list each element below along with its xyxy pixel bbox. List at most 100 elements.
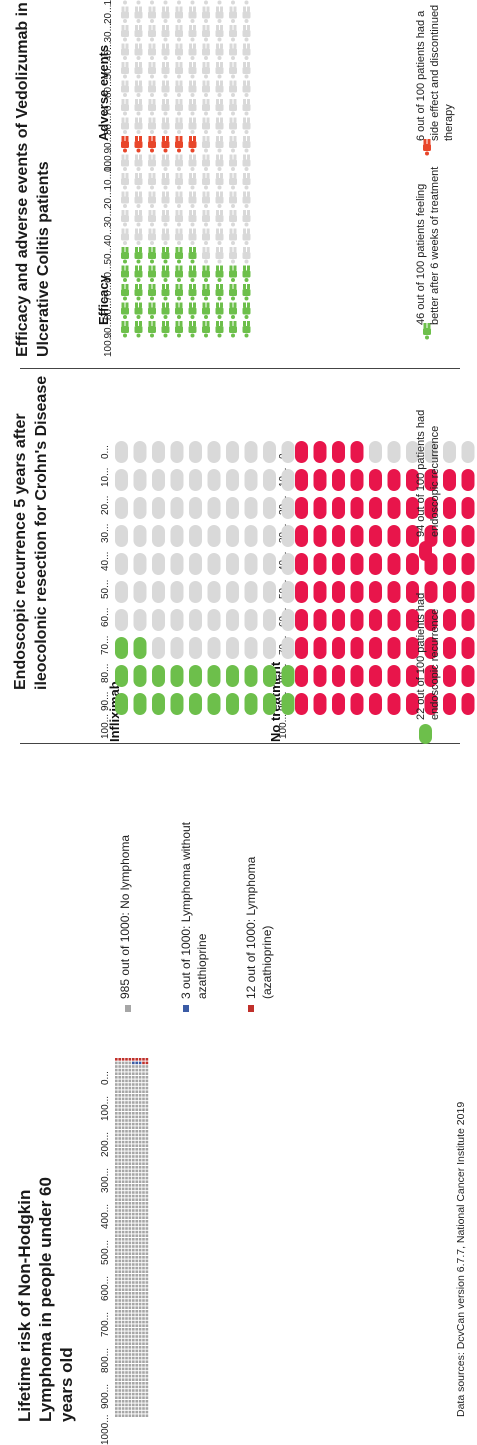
unit-no-lymphoma <box>142 1166 145 1169</box>
person-adverse-empty <box>215 117 224 134</box>
unit-no-lymphoma <box>118 1176 121 1180</box>
unit-no-lymphoma <box>142 1148 145 1151</box>
person-adverse-empty <box>175 25 183 42</box>
unit-no-lymphoma <box>138 1234 142 1237</box>
unit-no-lymphoma <box>121 1155 125 1158</box>
unit-no-lymphoma <box>132 1115 135 1119</box>
unit-no-lymphoma <box>145 1122 149 1126</box>
unit-no-lymphoma <box>115 1345 118 1349</box>
unit-no-lymphoma <box>142 1173 145 1176</box>
unit-no-lymphoma <box>132 1072 135 1075</box>
person-efficacy-filled <box>134 247 143 264</box>
unit-no-lymphoma <box>125 1148 128 1151</box>
unit-no-lymphoma <box>128 1061 132 1065</box>
unit-no-lymphoma <box>121 1403 125 1407</box>
unit-no-lymphoma <box>118 1155 121 1158</box>
unit-no-lymphoma <box>121 1381 125 1385</box>
unit-no-lymphoma <box>115 1169 118 1173</box>
unit-no-lymphoma <box>118 1184 121 1187</box>
pill-infliximab-empty <box>170 525 184 547</box>
no-treatment-legend: 94 out of 100 patients had endoscopic re… <box>415 409 441 537</box>
unit-no-lymphoma <box>142 1101 145 1104</box>
unit-no-lymphoma <box>142 1072 145 1075</box>
unit-no-lymphoma <box>132 1288 135 1291</box>
unit-no-lymphoma <box>125 1176 128 1180</box>
unit-no-lymphoma <box>118 1335 121 1338</box>
unit-no-lymphoma <box>142 1133 145 1137</box>
unit-no-lymphoma <box>135 1068 138 1072</box>
unit-no-lymphoma <box>125 1220 128 1223</box>
unit-no-lymphoma <box>128 1155 132 1158</box>
person-efficacy-empty <box>188 154 197 171</box>
person-adverse-empty <box>190 0 195 5</box>
unit-no-lymphoma <box>128 1223 132 1227</box>
unit-no-lymphoma <box>121 1248 125 1252</box>
unit-no-lymphoma <box>125 1367 128 1371</box>
unit-no-lymphoma <box>132 1212 135 1216</box>
unit-no-lymphoma <box>138 1068 142 1072</box>
adverse-tick-1: 90... <box>103 134 114 154</box>
legend-swatch-lymphoma-aza <box>248 1005 254 1012</box>
person-efficacy-filled <box>134 265 143 282</box>
unit-no-lymphoma <box>125 1101 128 1104</box>
unit-no-lymphoma <box>115 1313 118 1317</box>
person-efficacy-filled <box>148 284 156 301</box>
person-adverse-empty <box>217 0 222 5</box>
unit-no-lymphoma <box>125 1180 128 1183</box>
unit-no-lymphoma <box>145 1252 149 1255</box>
unit-no-lymphoma <box>145 1212 149 1216</box>
unit-no-lymphoma <box>138 1353 142 1356</box>
pill-no-treatment-filled <box>443 525 456 547</box>
unit-no-lymphoma <box>115 1266 118 1270</box>
unit-no-lymphoma <box>115 1173 118 1176</box>
unit-no-lymphoma <box>121 1166 125 1169</box>
unit-no-lymphoma <box>125 1363 128 1367</box>
unit-no-lymphoma <box>145 1327 149 1331</box>
person-efficacy-filled <box>121 284 129 301</box>
person-efficacy-filled <box>175 321 183 338</box>
person-adverse-empty <box>215 43 224 60</box>
person-efficacy-filled <box>134 321 143 338</box>
unit-no-lymphoma <box>121 1385 125 1389</box>
unit-no-lymphoma <box>132 1363 135 1367</box>
unit-lymphoma-without-aza <box>135 1061 138 1065</box>
unit-no-lymphoma <box>142 1353 145 1356</box>
pill-infliximab-empty <box>207 497 221 519</box>
unit-no-lymphoma <box>138 1274 142 1277</box>
unit-no-lymphoma <box>125 1392 128 1396</box>
unit-no-lymphoma <box>125 1209 128 1212</box>
unit-no-lymphoma <box>128 1335 132 1338</box>
infliximab-tick-7: 30... <box>100 523 111 543</box>
pill-no-treatment-filled <box>313 637 327 659</box>
unit-no-lymphoma <box>132 1266 135 1270</box>
unit-no-lymphoma <box>125 1216 128 1219</box>
unit-no-lymphoma <box>115 1068 118 1072</box>
unit-no-lymphoma <box>142 1083 145 1086</box>
unit-no-lymphoma <box>128 1130 132 1133</box>
unit-no-lymphoma <box>142 1140 145 1144</box>
unit-no-lymphoma <box>128 1360 132 1363</box>
unit-no-lymphoma <box>138 1381 142 1385</box>
unit-no-lymphoma <box>121 1094 125 1097</box>
unit-lymphoma-aza <box>142 1061 145 1065</box>
unit-no-lymphoma <box>118 1173 121 1176</box>
unit-no-lymphoma <box>135 1079 138 1083</box>
unit-no-lymphoma <box>128 1407 132 1410</box>
unit-no-lymphoma <box>132 1090 135 1093</box>
unit-no-lymphoma <box>135 1371 138 1374</box>
person-adverse-filled <box>161 136 170 153</box>
unit-no-lymphoma <box>118 1277 121 1281</box>
pill-no-treatment-filled <box>443 581 456 603</box>
unit-no-lymphoma <box>125 1227 128 1230</box>
person-adverse-empty <box>215 6 224 23</box>
unit-no-lymphoma <box>128 1281 132 1284</box>
unit-no-lymphoma <box>132 1291 135 1295</box>
person-efficacy-empty <box>148 191 156 208</box>
unit-no-lymphoma <box>138 1133 142 1137</box>
unit-no-lymphoma <box>138 1277 142 1281</box>
person-adverse-empty <box>215 99 224 116</box>
pill-infliximab-empty <box>189 553 202 575</box>
person-efficacy-empty <box>121 228 129 245</box>
unit-no-lymphoma <box>121 1349 125 1353</box>
unit-no-lymphoma <box>128 1374 132 1378</box>
